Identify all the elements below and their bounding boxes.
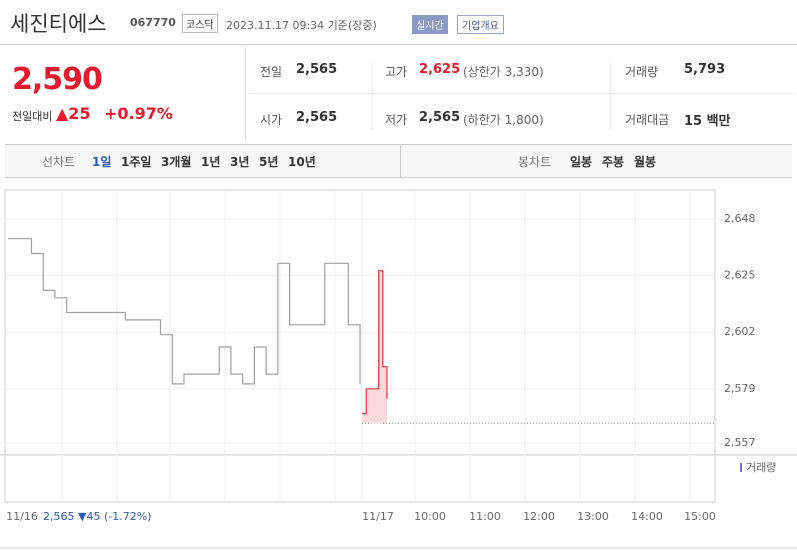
legend-label: 거래량 <box>746 461 776 474</box>
price-rate: +0.97% <box>104 104 173 123</box>
y-tick-label: 2,648 <box>724 212 756 225</box>
stock-name: 세진티에스 <box>10 12 107 36</box>
price-line <box>8 238 361 385</box>
x-tick-label: 14:00 <box>631 510 663 523</box>
divider <box>0 44 797 45</box>
tab[interactable]: 일봉 <box>570 155 593 169</box>
price-diff: ▲25 <box>56 104 91 123</box>
divider <box>610 60 611 130</box>
tab-label[interactable]: 선차트 <box>42 155 76 169</box>
x-tick-label: 12:00 <box>523 510 555 523</box>
tab-bar <box>5 144 792 178</box>
y-tick-label: 2,579 <box>724 382 756 395</box>
divider <box>245 46 246 141</box>
y-tick-label: 2,557 <box>724 436 756 449</box>
stat-value: 5,793 <box>684 62 726 77</box>
tab[interactable]: 주봉 <box>602 155 625 169</box>
stat-note: (하한가 1,800) <box>463 113 544 127</box>
price-now: 2,590 <box>12 62 103 97</box>
realtime-badge[interactable]: 실시간 <box>412 15 448 34</box>
x-tick-label: 15:00 <box>684 510 716 523</box>
divider <box>372 60 373 130</box>
tab[interactable]: 월봉 <box>634 155 657 169</box>
tab[interactable]: 3년 <box>230 155 250 169</box>
stat-label: 전일 <box>260 65 283 79</box>
divider <box>400 145 401 177</box>
tab[interactable]: 3개월 <box>161 155 192 169</box>
stat-value: 2,625 <box>419 62 461 77</box>
tab[interactable]: 1일 <box>92 155 112 169</box>
stat-value: 2,565 <box>296 62 338 77</box>
tab-label[interactable]: 봉차트 <box>518 155 552 169</box>
stat-label: 고가 <box>385 65 408 79</box>
stat-label: 거래대금 <box>625 113 670 127</box>
company-button[interactable]: 기업개요 <box>457 15 504 34</box>
time: 2023.11.17 09:34 기준(장중) <box>226 19 377 32</box>
chart: 2,648 2,625 2,602 2,579 2,557 거래량 11/16 11/17 10… <box>0 189 797 549</box>
tab[interactable]: 10년 <box>288 155 316 169</box>
stat-value: 2,565 <box>296 110 338 125</box>
y-tick-label: 2,625 <box>724 269 756 282</box>
tab[interactable]: 5년 <box>259 155 279 169</box>
tab[interactable]: 1주일 <box>121 155 152 169</box>
x-tick-label: 11:00 <box>469 510 501 523</box>
legend-swatch <box>740 463 742 472</box>
area <box>362 270 387 424</box>
x-tick-label: 13:00 <box>577 510 609 523</box>
x-tick-label: 10:00 <box>414 510 446 523</box>
price-line <box>362 270 388 415</box>
stat-value: 2,565 <box>419 110 461 125</box>
prev-summary: 2,565 ▼45 (-1.72%) <box>43 510 151 523</box>
x-tick-label: 11/17 <box>362 510 394 523</box>
price-box <box>5 46 245 140</box>
stat-label: 시가 <box>260 113 283 127</box>
diff-label: 전일대비 <box>12 110 53 123</box>
stock-code: 067770 <box>130 16 176 29</box>
stat-label: 거래량 <box>625 65 659 79</box>
stat-note: (상한가 3,330) <box>463 65 544 79</box>
divider <box>250 93 795 94</box>
x-tick-label: 11/16 <box>6 510 38 523</box>
market-badge: 코스닥 <box>182 14 218 33</box>
stat-label: 저가 <box>385 113 408 127</box>
y-tick-label: 2,602 <box>724 325 756 338</box>
tab[interactable]: 1년 <box>201 155 221 169</box>
stat-value: 15 백만 <box>684 114 731 129</box>
plot-frame <box>4 189 716 503</box>
